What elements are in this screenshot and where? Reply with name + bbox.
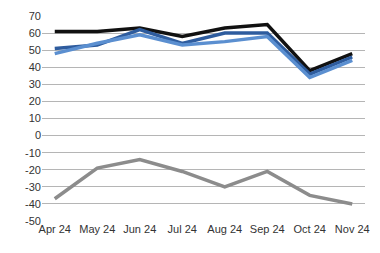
svg-text:60: 60 bbox=[29, 27, 41, 39]
svg-text:Sep 24: Sep 24 bbox=[250, 223, 285, 235]
svg-text:20: 20 bbox=[29, 95, 41, 107]
svg-text:-20: -20 bbox=[25, 164, 41, 176]
svg-text:70: 70 bbox=[29, 10, 41, 22]
svg-text:-40: -40 bbox=[25, 198, 41, 210]
svg-text:Jun 24: Jun 24 bbox=[123, 223, 156, 235]
svg-text:-50: -50 bbox=[25, 215, 41, 227]
svg-text:50: 50 bbox=[29, 44, 41, 56]
svg-text:0: 0 bbox=[35, 129, 41, 141]
svg-text:30: 30 bbox=[29, 78, 41, 90]
svg-text:Nov 24: Nov 24 bbox=[335, 223, 370, 235]
svg-text:Oct 24: Oct 24 bbox=[294, 223, 326, 235]
svg-text:May 24: May 24 bbox=[79, 223, 115, 235]
svg-text:Apr 24: Apr 24 bbox=[39, 223, 71, 235]
svg-text:Aug 24: Aug 24 bbox=[207, 223, 242, 235]
svg-text:10: 10 bbox=[29, 112, 41, 124]
svg-text:Jul 24: Jul 24 bbox=[168, 223, 197, 235]
svg-text:-30: -30 bbox=[25, 181, 41, 193]
svg-text:40: 40 bbox=[29, 61, 41, 73]
svg-text:-10: -10 bbox=[25, 147, 41, 159]
